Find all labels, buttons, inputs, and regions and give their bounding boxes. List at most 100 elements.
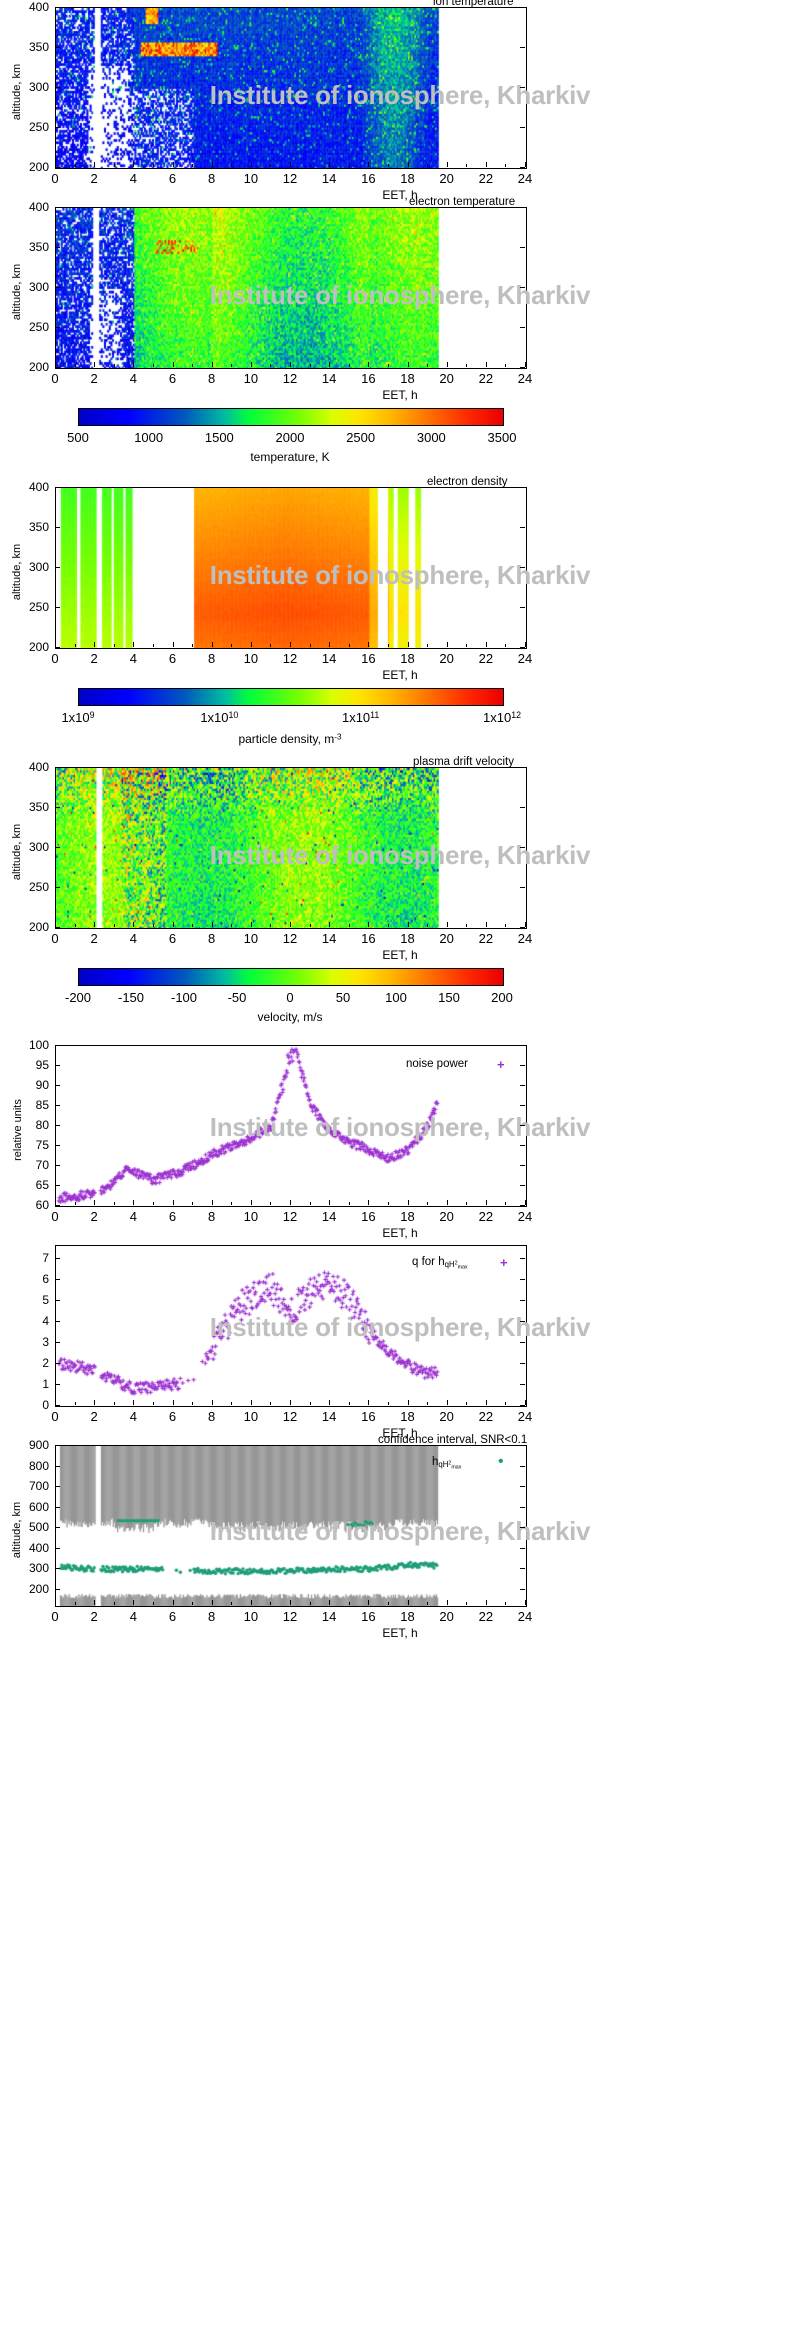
y-tick-mark: [55, 1341, 60, 1343]
x-tick-label: 8: [208, 651, 216, 666]
x-tick-label: 12: [282, 1609, 298, 1624]
x-tick-mark: [211, 642, 213, 647]
y-tick-label: 200: [28, 920, 49, 934]
x-tick-label: 12: [282, 371, 298, 386]
y-tick-mark: [520, 487, 525, 488]
x-axis-label: EET, h: [382, 948, 418, 962]
y-tick-mark: [520, 87, 525, 88]
x-tick-mark: [74, 1402, 76, 1405]
x-tick-mark: [133, 362, 135, 367]
x-tick-mark: [152, 1602, 154, 1605]
x-tick-mark: [231, 1202, 233, 1205]
colorbar-tick-label: -200: [64, 990, 92, 1005]
x-tick-label: 6: [168, 171, 177, 186]
x-tick-label: 0: [51, 1609, 59, 1624]
x-tick-mark: [133, 162, 135, 167]
y-tick-mark: [520, 927, 525, 928]
y-tick-mark: [520, 1125, 525, 1126]
y-tick-mark: [55, 1165, 60, 1166]
y-tick-mark: [55, 1125, 60, 1126]
x-tick-mark: [250, 1400, 252, 1405]
y-tick-label: 75: [35, 1138, 49, 1152]
x-tick-label: 10: [243, 931, 259, 946]
x-tick-mark: [329, 1200, 331, 1205]
x-tick-mark: [525, 642, 526, 647]
y-tick-mark: [520, 1506, 525, 1508]
x-tick-label: 0: [51, 931, 59, 946]
y-tick-mark: [55, 7, 60, 8]
x-tick-mark: [231, 164, 233, 167]
x-tick-mark: [466, 644, 468, 647]
x-tick-mark: [348, 364, 350, 367]
y-tick-label: 400: [28, 480, 49, 494]
colorbar-tick-label: 50: [335, 990, 351, 1005]
x-tick-mark: [407, 362, 409, 367]
y-tick-mark: [520, 567, 525, 568]
x-tick-label: 12: [282, 171, 298, 186]
x-tick-mark: [290, 922, 291, 927]
y-tick-label: 100: [28, 1038, 49, 1052]
x-tick-mark: [270, 164, 272, 167]
x-tick-label: 0: [51, 651, 59, 666]
x-tick-mark: [290, 1200, 291, 1205]
x-tick-mark: [192, 1202, 194, 1205]
colorbar-title-particle-density: particle density, m-3: [238, 732, 342, 746]
panel-electron-density: altitude, km electron density Institute …: [0, 476, 800, 682]
x-axis-label: EET, h: [382, 1226, 418, 1240]
y-tick-mark: [55, 247, 60, 248]
x-tick-label: 22: [478, 1609, 494, 1624]
x-tick-label: 22: [478, 1209, 494, 1224]
x-tick-mark: [231, 924, 233, 927]
x-tick-mark: [466, 364, 468, 367]
x-tick-mark: [211, 922, 213, 927]
x-tick-mark: [368, 922, 370, 927]
x-tick-label: 2: [90, 651, 98, 666]
x-tick-mark: [192, 1402, 194, 1405]
x-tick-mark: [329, 162, 331, 167]
x-tick-mark: [290, 1400, 291, 1405]
x-tick-mark: [55, 362, 56, 367]
x-tick-mark: [466, 924, 468, 927]
panel-plasma-drift-velocity: altitude, km plasma drift velocity Insti…: [0, 756, 800, 962]
x-tick-label: 14: [321, 1409, 337, 1424]
y-tick-label: 65: [35, 1178, 49, 1192]
y-tick-mark: [55, 1588, 60, 1590]
panel-electron-temperature: altitude, km electron temperature Instit…: [0, 196, 800, 402]
y-tick-label: 800: [28, 1458, 49, 1473]
y-tick-mark: [55, 487, 60, 488]
x-tick-mark: [113, 1602, 115, 1605]
x-tick-label: 10: [243, 1209, 259, 1224]
y-tick-mark: [520, 807, 525, 808]
x-tick-mark: [446, 1400, 448, 1405]
y-tick-mark: [55, 887, 60, 888]
x-tick-mark: [192, 364, 194, 367]
x-tick-label: 8: [208, 371, 216, 386]
x-tick-mark: [94, 1200, 96, 1205]
x-tick-label: 20: [439, 931, 454, 946]
x-tick-mark: [427, 644, 429, 647]
x-tick-mark: [211, 1200, 213, 1205]
x-tick-label: 0: [51, 1209, 59, 1224]
y-tick-mark: [520, 1405, 525, 1406]
panel-label-hqh2max: hqH2max: [432, 1456, 462, 1471]
colorbar-canvas: [79, 409, 503, 425]
y-tick-label: 300: [28, 280, 49, 294]
x-tick-mark: [172, 922, 174, 927]
y-tick-label: 80: [35, 1118, 49, 1132]
x-tick-mark: [250, 642, 252, 647]
colorbar-tick-label: 200: [491, 990, 513, 1005]
y-tick-label: 400: [28, 760, 49, 774]
x-tick-label: 24: [517, 171, 533, 186]
x-tick-label: 0: [51, 171, 59, 186]
x-tick-mark: [368, 642, 370, 647]
x-tick-label: 20: [439, 651, 454, 666]
y-tick-mark: [520, 1486, 525, 1488]
x-tick-label: 22: [478, 931, 494, 946]
y-tick-mark: [520, 207, 525, 208]
x-tick-label: 24: [517, 1209, 533, 1224]
x-tick-mark: [485, 642, 487, 647]
x-tick-mark: [231, 364, 233, 367]
y-tick-mark: [520, 1145, 525, 1146]
x-tick-mark: [505, 364, 507, 367]
x-tick-mark: [192, 644, 194, 647]
